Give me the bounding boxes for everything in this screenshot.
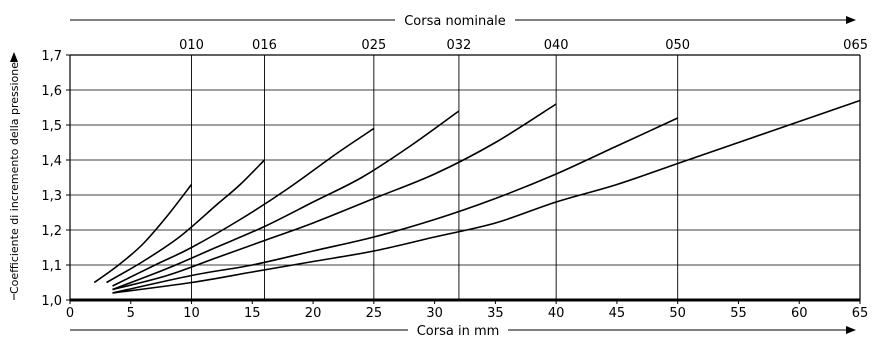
x-tick-label: 40 xyxy=(548,306,565,321)
y-tick-label: 1,1 xyxy=(41,259,62,274)
y-tick-label: 1,3 xyxy=(41,189,62,204)
series-lines xyxy=(93,99,861,294)
nominal-stroke-labels: 010 016 025 032 040 050 065 xyxy=(179,38,868,53)
series-line xyxy=(112,110,460,291)
nominal-stroke-label: 025 xyxy=(361,38,386,53)
y-tick-label: 1,6 xyxy=(41,84,62,99)
series-line xyxy=(106,159,266,284)
y-tick-label: 1,0 xyxy=(41,294,62,309)
x-tick-label: 15 xyxy=(244,306,261,321)
y-tick-label: 1,5 xyxy=(41,119,62,134)
y-axis-title: Coefficiente di incremento della pressio… xyxy=(8,62,21,294)
x-tick-label: 65 xyxy=(852,306,869,321)
y-tick-label: 1,2 xyxy=(41,224,62,239)
nominal-stroke-gridlines xyxy=(191,55,861,300)
series-line xyxy=(112,103,557,291)
y-tick-label: 1,4 xyxy=(41,154,62,169)
y-tick-labels: 1,0 1,1 1,2 1,3 1,4 1,5 1,6 1,7 xyxy=(41,49,70,309)
series-line xyxy=(112,127,375,287)
y-axis-title-group: Coefficiente di incremento della pressio… xyxy=(8,52,21,300)
x-axis-title: Corsa in mm xyxy=(417,324,500,338)
nominal-stroke-label: 016 xyxy=(252,38,277,53)
x-tick-label: 45 xyxy=(609,306,626,321)
nominal-stroke-label: 040 xyxy=(544,38,569,53)
series-line xyxy=(93,184,193,284)
top-axis-title: Corsa nominale xyxy=(404,14,506,29)
nominal-stroke-label: 032 xyxy=(447,38,472,53)
nominal-stroke-label: 050 xyxy=(665,38,690,53)
x-tick-label: 0 xyxy=(66,306,74,321)
x-tick-label: 25 xyxy=(366,306,383,321)
x-tick-label: 5 xyxy=(127,306,135,321)
nominal-stroke-label: 010 xyxy=(179,38,204,53)
x-tick-label: 10 xyxy=(183,306,200,321)
x-tick-label: 50 xyxy=(669,306,686,321)
x-tick-label: 55 xyxy=(730,306,747,321)
x-tick-labels: 0 5 10 15 20 25 30 35 40 45 50 55 60 65 xyxy=(66,300,868,321)
nominal-stroke-label: 065 xyxy=(843,38,868,53)
x-tick-label: 60 xyxy=(791,306,808,321)
series-line xyxy=(112,99,861,294)
y-tick-label: 1,7 xyxy=(41,49,62,64)
x-tick-label: 35 xyxy=(487,306,504,321)
x-tick-label: 20 xyxy=(305,306,322,321)
series-line xyxy=(112,117,679,294)
horizontal-gridlines xyxy=(70,89,860,266)
x-tick-label: 30 xyxy=(426,306,443,321)
